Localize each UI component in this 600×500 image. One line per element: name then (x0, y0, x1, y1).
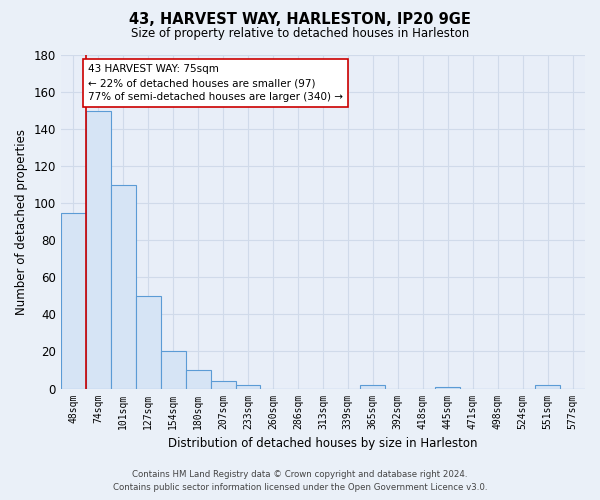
X-axis label: Distribution of detached houses by size in Harleston: Distribution of detached houses by size … (168, 437, 478, 450)
Text: Size of property relative to detached houses in Harleston: Size of property relative to detached ho… (131, 28, 469, 40)
Bar (161, 352, 185, 389)
Text: Contains HM Land Registry data © Crown copyright and database right 2024.
Contai: Contains HM Land Registry data © Crown c… (113, 470, 487, 492)
Bar (535, 385, 560, 388)
Text: 43 HARVEST WAY: 75sqm
← 22% of detached houses are smaller (97)
77% of semi-deta: 43 HARVEST WAY: 75sqm ← 22% of detached … (88, 64, 343, 102)
Bar (61, 212, 86, 388)
Bar (211, 381, 236, 388)
Bar (136, 296, 161, 388)
Bar (236, 385, 260, 388)
Y-axis label: Number of detached properties: Number of detached properties (15, 129, 28, 315)
Bar (435, 386, 460, 388)
Bar (86, 110, 111, 388)
Bar (361, 385, 385, 388)
Bar (111, 184, 136, 388)
Text: 43, HARVEST WAY, HARLESTON, IP20 9GE: 43, HARVEST WAY, HARLESTON, IP20 9GE (129, 12, 471, 28)
Bar (185, 370, 211, 388)
